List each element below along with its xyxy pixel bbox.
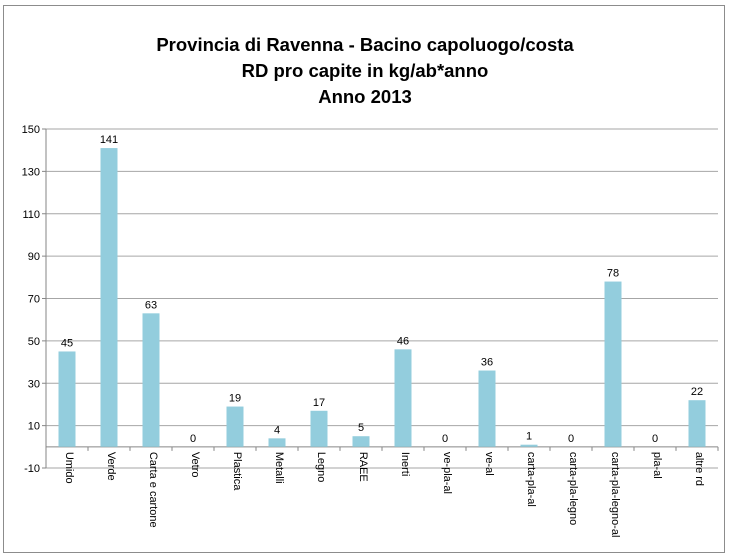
- data-label: 17: [313, 397, 325, 409]
- y-tick-label: 50: [28, 336, 40, 348]
- y-tick-label: -10: [24, 463, 40, 475]
- data-label: 1: [526, 431, 532, 443]
- category-label: pla-al: [651, 452, 663, 479]
- category-label: RAEE: [357, 452, 369, 482]
- chart-frame: Provincia di Ravenna - Bacino capoluogo/…: [3, 5, 725, 553]
- data-label: 0: [568, 433, 574, 445]
- y-tick-label: 150: [22, 124, 40, 136]
- bar: [352, 436, 370, 447]
- bar: [58, 351, 76, 447]
- data-label: 78: [607, 268, 619, 280]
- y-tick-label: 70: [28, 294, 40, 306]
- y-tick-label: 110: [22, 209, 40, 221]
- category-label: Verde: [105, 452, 117, 481]
- bar: [688, 400, 706, 447]
- data-label: 0: [652, 433, 658, 445]
- bar: [394, 349, 412, 447]
- data-label: 5: [358, 422, 364, 434]
- category-label: Inerti: [399, 452, 411, 476]
- category-label: altre rd: [693, 452, 705, 486]
- data-label: 4: [274, 424, 280, 436]
- y-tick-label: 90: [28, 251, 40, 263]
- data-label: 63: [145, 299, 157, 311]
- bar: [478, 370, 496, 447]
- category-label: ve-al: [483, 452, 495, 476]
- category-label: ve-pla-al: [441, 452, 453, 494]
- data-label: 36: [481, 357, 493, 369]
- data-label: 45: [61, 337, 73, 349]
- data-label: 0: [190, 433, 196, 445]
- y-tick-label: 130: [22, 166, 40, 178]
- y-tick-label: 30: [28, 378, 40, 390]
- data-label: 19: [229, 393, 241, 405]
- data-label: 0: [442, 433, 448, 445]
- bar: [268, 438, 286, 447]
- bar: [100, 148, 118, 447]
- chart-title: Provincia di Ravenna - Bacino capoluogo/…: [4, 32, 726, 110]
- bar: [226, 406, 244, 447]
- data-label: 46: [397, 335, 409, 347]
- category-label: Plastica: [231, 452, 243, 491]
- bar: [604, 281, 622, 447]
- y-tick-label: 10: [28, 421, 40, 433]
- data-label: 22: [691, 386, 703, 398]
- category-label: carta-pla-legno-al: [609, 452, 621, 538]
- category-label: Vetro: [189, 452, 201, 478]
- category-label: Metalli: [273, 452, 285, 484]
- chart-title-line-2: RD pro capite in kg/ab*anno: [241, 60, 489, 81]
- data-label: 141: [100, 134, 118, 146]
- category-label: carta-pla-al: [525, 452, 537, 507]
- chart-title-line-3: Anno 2013: [318, 86, 412, 107]
- bar: [310, 410, 328, 447]
- bar: [142, 313, 160, 447]
- category-label: Legno: [315, 452, 327, 483]
- category-label: Umido: [63, 452, 75, 484]
- chart-title-line-1: Provincia di Ravenna - Bacino capoluogo/…: [156, 34, 574, 55]
- category-label: carta-pla-legno: [567, 452, 579, 525]
- bar: [520, 444, 538, 447]
- category-label: Carta e cartone: [147, 452, 159, 528]
